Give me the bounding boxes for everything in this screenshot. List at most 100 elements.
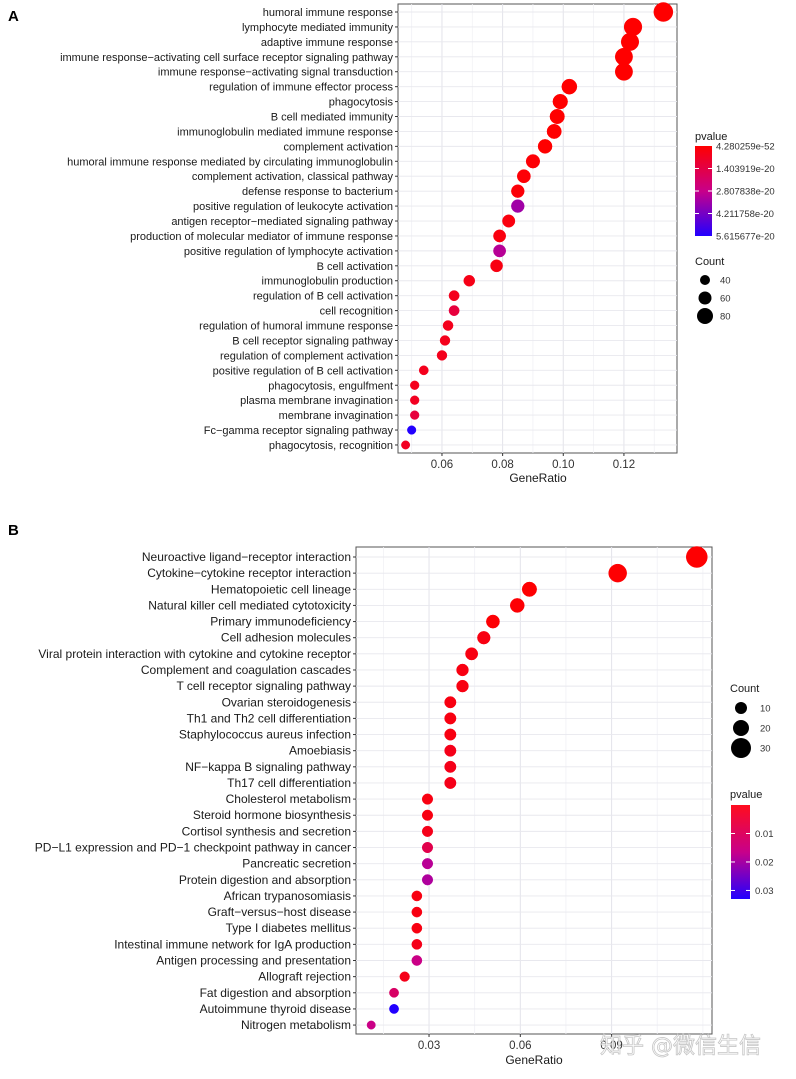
panel-b-label: B [8, 522, 19, 539]
data-point [686, 546, 708, 568]
y-tick-label: Autoimmune thyroid disease [200, 1002, 352, 1016]
data-point [465, 647, 479, 661]
panel-b: B Neuroactive ligand−receptor interactio… [8, 522, 774, 1067]
data-point [552, 93, 568, 110]
y-tick-label: positive regulation of B cell activation [213, 365, 393, 377]
y-tick-label: membrane invagination [279, 410, 393, 422]
panel-b-x-ticks: 0.03 0.06 0.09 [418, 1034, 623, 1052]
y-tick-label: Antigen processing and presentation [156, 954, 351, 968]
data-point [444, 776, 457, 789]
y-tick-label: Th17 cell differentiation [227, 776, 351, 790]
data-point [490, 259, 503, 273]
colorbar-label: 0.03 [755, 886, 774, 897]
y-tick-label: Cell adhesion molecules [221, 631, 351, 645]
panel-a: A humoral immune response lymphocyte medi… [8, 2, 775, 485]
x-tick-label: 0.08 [491, 459, 513, 471]
size-legend-dot [698, 291, 712, 305]
y-tick-label: PD−L1 expression and PD−1 checkpoint pat… [35, 841, 351, 855]
y-tick-label: Fat digestion and absorption [200, 986, 351, 1000]
y-tick-label: regulation of humoral immune response [199, 321, 393, 333]
data-point [653, 2, 674, 22]
data-point [444, 712, 457, 725]
y-tick-label: regulation of B cell activation [253, 291, 393, 303]
data-point [411, 906, 423, 918]
y-tick-label: cell recognition [320, 306, 393, 318]
colorbar-label: 4.280259e-52 [716, 142, 775, 153]
data-point [401, 440, 411, 450]
panel-a-grid [398, 4, 677, 453]
y-tick-label: African trypanosomiasis [224, 889, 351, 903]
data-point [486, 614, 500, 629]
panel-a-label: A [8, 8, 19, 25]
data-point [546, 124, 562, 139]
y-tick-label: phagocytosis, engulfment [268, 380, 393, 392]
y-tick-label: B cell receptor signaling pathway [232, 335, 393, 347]
size-legend-dot [697, 308, 713, 324]
y-tick-label: regulation of immune effector process [209, 82, 393, 94]
y-tick-label: Th1 and Th2 cell differentiation [187, 711, 351, 725]
colorbar-label: 2.807838e-20 [716, 187, 775, 198]
size-legend-label: 60 [720, 294, 731, 305]
data-point [608, 563, 627, 583]
x-tick-label: 0.06 [431, 459, 453, 471]
data-point [399, 971, 410, 982]
data-point [421, 825, 434, 837]
panel-a-pvalue-legend-title: pvalue [695, 131, 727, 143]
data-point [439, 335, 451, 346]
y-tick-label: Type I diabetes mellitus [226, 921, 351, 935]
data-point [444, 744, 457, 757]
y-tick-label: regulation of complement activation [220, 350, 393, 362]
data-point [516, 169, 531, 184]
y-tick-label: antigen receptor−mediated signaling path… [171, 216, 393, 228]
data-point [448, 290, 460, 302]
colorbar-label: 0.02 [755, 857, 774, 868]
y-tick-label: defense response to bacterium [242, 186, 393, 198]
y-tick-label: Cholesterol metabolism [226, 792, 351, 806]
y-tick-label: phagocytosis [329, 97, 394, 109]
size-legend-dot [700, 275, 710, 285]
panel-a-x-axis-title: GeneRatio [509, 471, 567, 485]
data-point [521, 581, 537, 597]
data-point [525, 154, 541, 169]
panel-b-dots [366, 546, 708, 1030]
y-tick-label: Viral protein interaction with cytokine … [38, 647, 351, 661]
panel-b-colorbar [731, 805, 750, 899]
panel-a-plot-area [397, 3, 678, 454]
data-point [477, 631, 491, 645]
data-point [410, 410, 420, 420]
y-tick-label: humoral immune response [263, 7, 393, 19]
panel-a-colorbar [695, 146, 712, 236]
y-tick-label: production of molecular mediator of immu… [130, 231, 393, 243]
panel-a-count-legend: Count 40 60 80 [695, 256, 731, 324]
watermark: 知乎 @微信生信 [600, 1034, 761, 1059]
size-legend-label: 40 [720, 276, 731, 287]
y-tick-label: T cell receptor signaling pathway [176, 679, 351, 693]
data-point [448, 305, 460, 316]
data-point [456, 679, 469, 693]
y-tick-label: complement activation [284, 141, 393, 153]
data-point [411, 890, 423, 902]
data-point [418, 365, 429, 376]
data-point [444, 760, 457, 773]
panel-b-count-legend-title: Count [730, 683, 759, 695]
y-tick-label: Primary immunodeficiency [210, 615, 351, 629]
data-point [407, 425, 417, 435]
y-tick-label: Graft−versus−host disease [208, 905, 352, 919]
size-legend-label: 30 [760, 744, 771, 755]
y-tick-label: Amoebiasis [289, 744, 351, 758]
y-tick-label: complement activation, classical pathway [192, 171, 394, 183]
data-point [444, 728, 457, 741]
data-point [537, 139, 553, 154]
data-point [463, 274, 476, 287]
y-tick-label: Nitrogen metabolism [241, 1018, 351, 1032]
data-point [549, 108, 565, 125]
y-tick-label: NF−kappa B signaling pathway [185, 760, 351, 774]
y-tick-label: Pancreatic secretion [242, 857, 351, 871]
data-point [456, 663, 469, 677]
panel-a-count-legend-title: Count [695, 256, 724, 268]
x-tick-label: 0.03 [418, 1040, 440, 1052]
y-tick-label: Hematopoietic cell lineage [211, 582, 351, 596]
data-point [493, 244, 506, 258]
data-point [421, 874, 434, 886]
